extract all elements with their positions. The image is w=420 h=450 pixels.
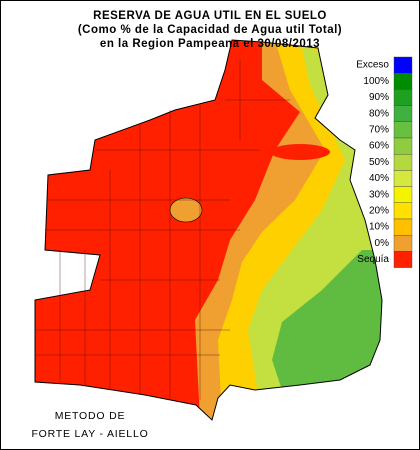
legend-label: 0% xyxy=(375,238,390,249)
method-line: METODO DE xyxy=(55,410,126,422)
title: RESERVA DE AGUA UTIL EN EL SUELO xyxy=(93,10,327,22)
legend-label: 90% xyxy=(369,92,389,103)
legend-label: 40% xyxy=(369,173,389,184)
legend-swatch xyxy=(393,137,413,155)
legend-swatch xyxy=(393,170,413,187)
region-date: en la Region Pampeana el 30/08/2013 xyxy=(100,38,320,50)
map-outline xyxy=(34,39,383,421)
legend-swatch xyxy=(393,89,413,106)
legend-label: 60% xyxy=(369,141,389,152)
legend-label: 30% xyxy=(369,189,389,200)
method-line: FORTE LAY - AIELLO xyxy=(31,428,148,440)
legend: Exceso 100% 90% 80% 70% 60% 50% 40% 30% 20% 10% 0% S… xyxy=(356,56,413,268)
legend-swatch xyxy=(393,251,413,268)
legend-label: 80% xyxy=(369,108,389,119)
legend-label: Exceso xyxy=(356,60,389,71)
legend-swatch xyxy=(393,186,413,204)
legend-label: 20% xyxy=(369,206,389,217)
legend-swatch xyxy=(393,72,413,90)
legend-swatch xyxy=(393,105,413,122)
legend-swatch xyxy=(393,153,413,171)
legend-label: 100% xyxy=(363,76,389,87)
legend-label: 50% xyxy=(369,157,389,168)
districts xyxy=(35,60,290,400)
legend-label: 70% xyxy=(369,125,389,136)
legend-swatch xyxy=(393,234,413,252)
legend-label: 10% xyxy=(369,222,389,233)
legend-swatch xyxy=(393,121,413,139)
legend-label: Sequía xyxy=(357,254,389,265)
legend-swatch xyxy=(393,56,413,74)
legend-swatch xyxy=(393,202,413,220)
legend-swatch xyxy=(393,218,413,236)
subtitle: (Como % de la Capacidad de Agua util Tot… xyxy=(78,24,342,36)
